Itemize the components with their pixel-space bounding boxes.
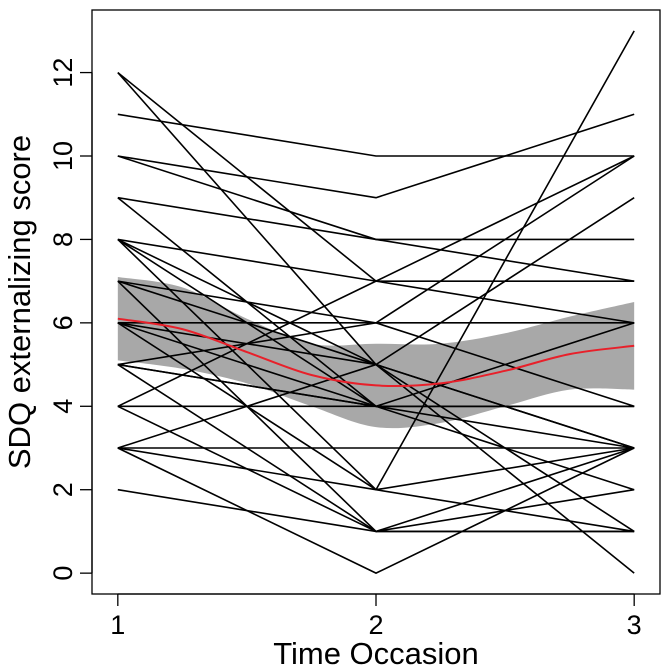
series-line-24 <box>117 155 635 408</box>
series-line-6 <box>117 196 635 241</box>
y-tick-label: 12 <box>48 58 78 88</box>
y-axis-title: SDQ externalizing score <box>2 135 37 469</box>
series-line-5 <box>117 155 635 282</box>
y-tick-label: 4 <box>48 399 78 414</box>
series-line-27 <box>117 447 635 574</box>
x-tick-label: 1 <box>110 610 125 640</box>
series-line-29 <box>117 447 635 533</box>
smooth-fit-line <box>117 317 635 388</box>
y-tick-label: 10 <box>48 141 78 171</box>
confidence-band <box>117 276 635 429</box>
y-tick-label: 0 <box>48 566 78 581</box>
x-axis-title: Time Occasion <box>273 636 479 671</box>
y-tick-label: 6 <box>48 315 78 330</box>
series-line-30 <box>117 488 635 533</box>
series-line-19 <box>117 155 635 366</box>
x-tick-label: 3 <box>627 610 642 640</box>
series-layer <box>117 30 635 574</box>
series-line-3 <box>117 113 635 157</box>
series-line-4 <box>117 113 635 199</box>
series-line-1 <box>117 71 635 282</box>
confidence-band-layer <box>117 276 635 429</box>
smooth-layer <box>117 317 635 388</box>
x-tick-label: 2 <box>368 610 383 640</box>
series-line-26 <box>117 197 635 449</box>
y-tick-label: 2 <box>48 482 78 497</box>
y-tick-label: 8 <box>48 232 78 247</box>
